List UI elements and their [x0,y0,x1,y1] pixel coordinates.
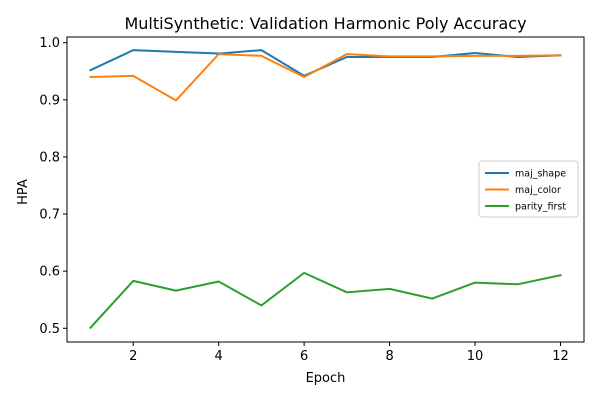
y-tick-label: 0.6 [39,265,60,280]
x-tick-label: 10 [467,349,484,364]
series-line-maj_color [89,53,562,102]
x-tick-label: 12 [552,349,569,364]
y-tick-label: 0.5 [39,322,60,337]
y-axis-label: HPA [16,179,31,205]
legend-label-maj_shape: maj_shape [515,169,566,180]
y-tick-label: 1.0 [39,36,60,51]
y-tick-label: 0.9 [39,93,60,108]
x-tick-label: 4 [215,349,223,364]
y-tick-label: 0.8 [39,150,60,165]
legend-label-maj_color: maj_color [515,185,561,196]
y-tick-label: 0.7 [39,208,60,223]
legend-label-parity_first: parity_first [515,202,566,213]
x-tick-label: 8 [385,349,393,364]
axes-frame [66,36,585,343]
x-tick-label: 6 [300,349,308,364]
legend-box [478,160,579,218]
x-tick-label: 2 [129,349,137,364]
legend: maj_shape maj_color parity_first [478,160,579,218]
chart-title: MultiSynthetic: Validation Harmonic Poly… [124,14,526,33]
series-line-parity_first [89,271,562,330]
x-axis-label: Epoch [306,371,346,386]
plot-area: 2 4 6 8 10 12 0.5 0.6 0.7 0.8 0.9 1.0 [39,36,585,364]
